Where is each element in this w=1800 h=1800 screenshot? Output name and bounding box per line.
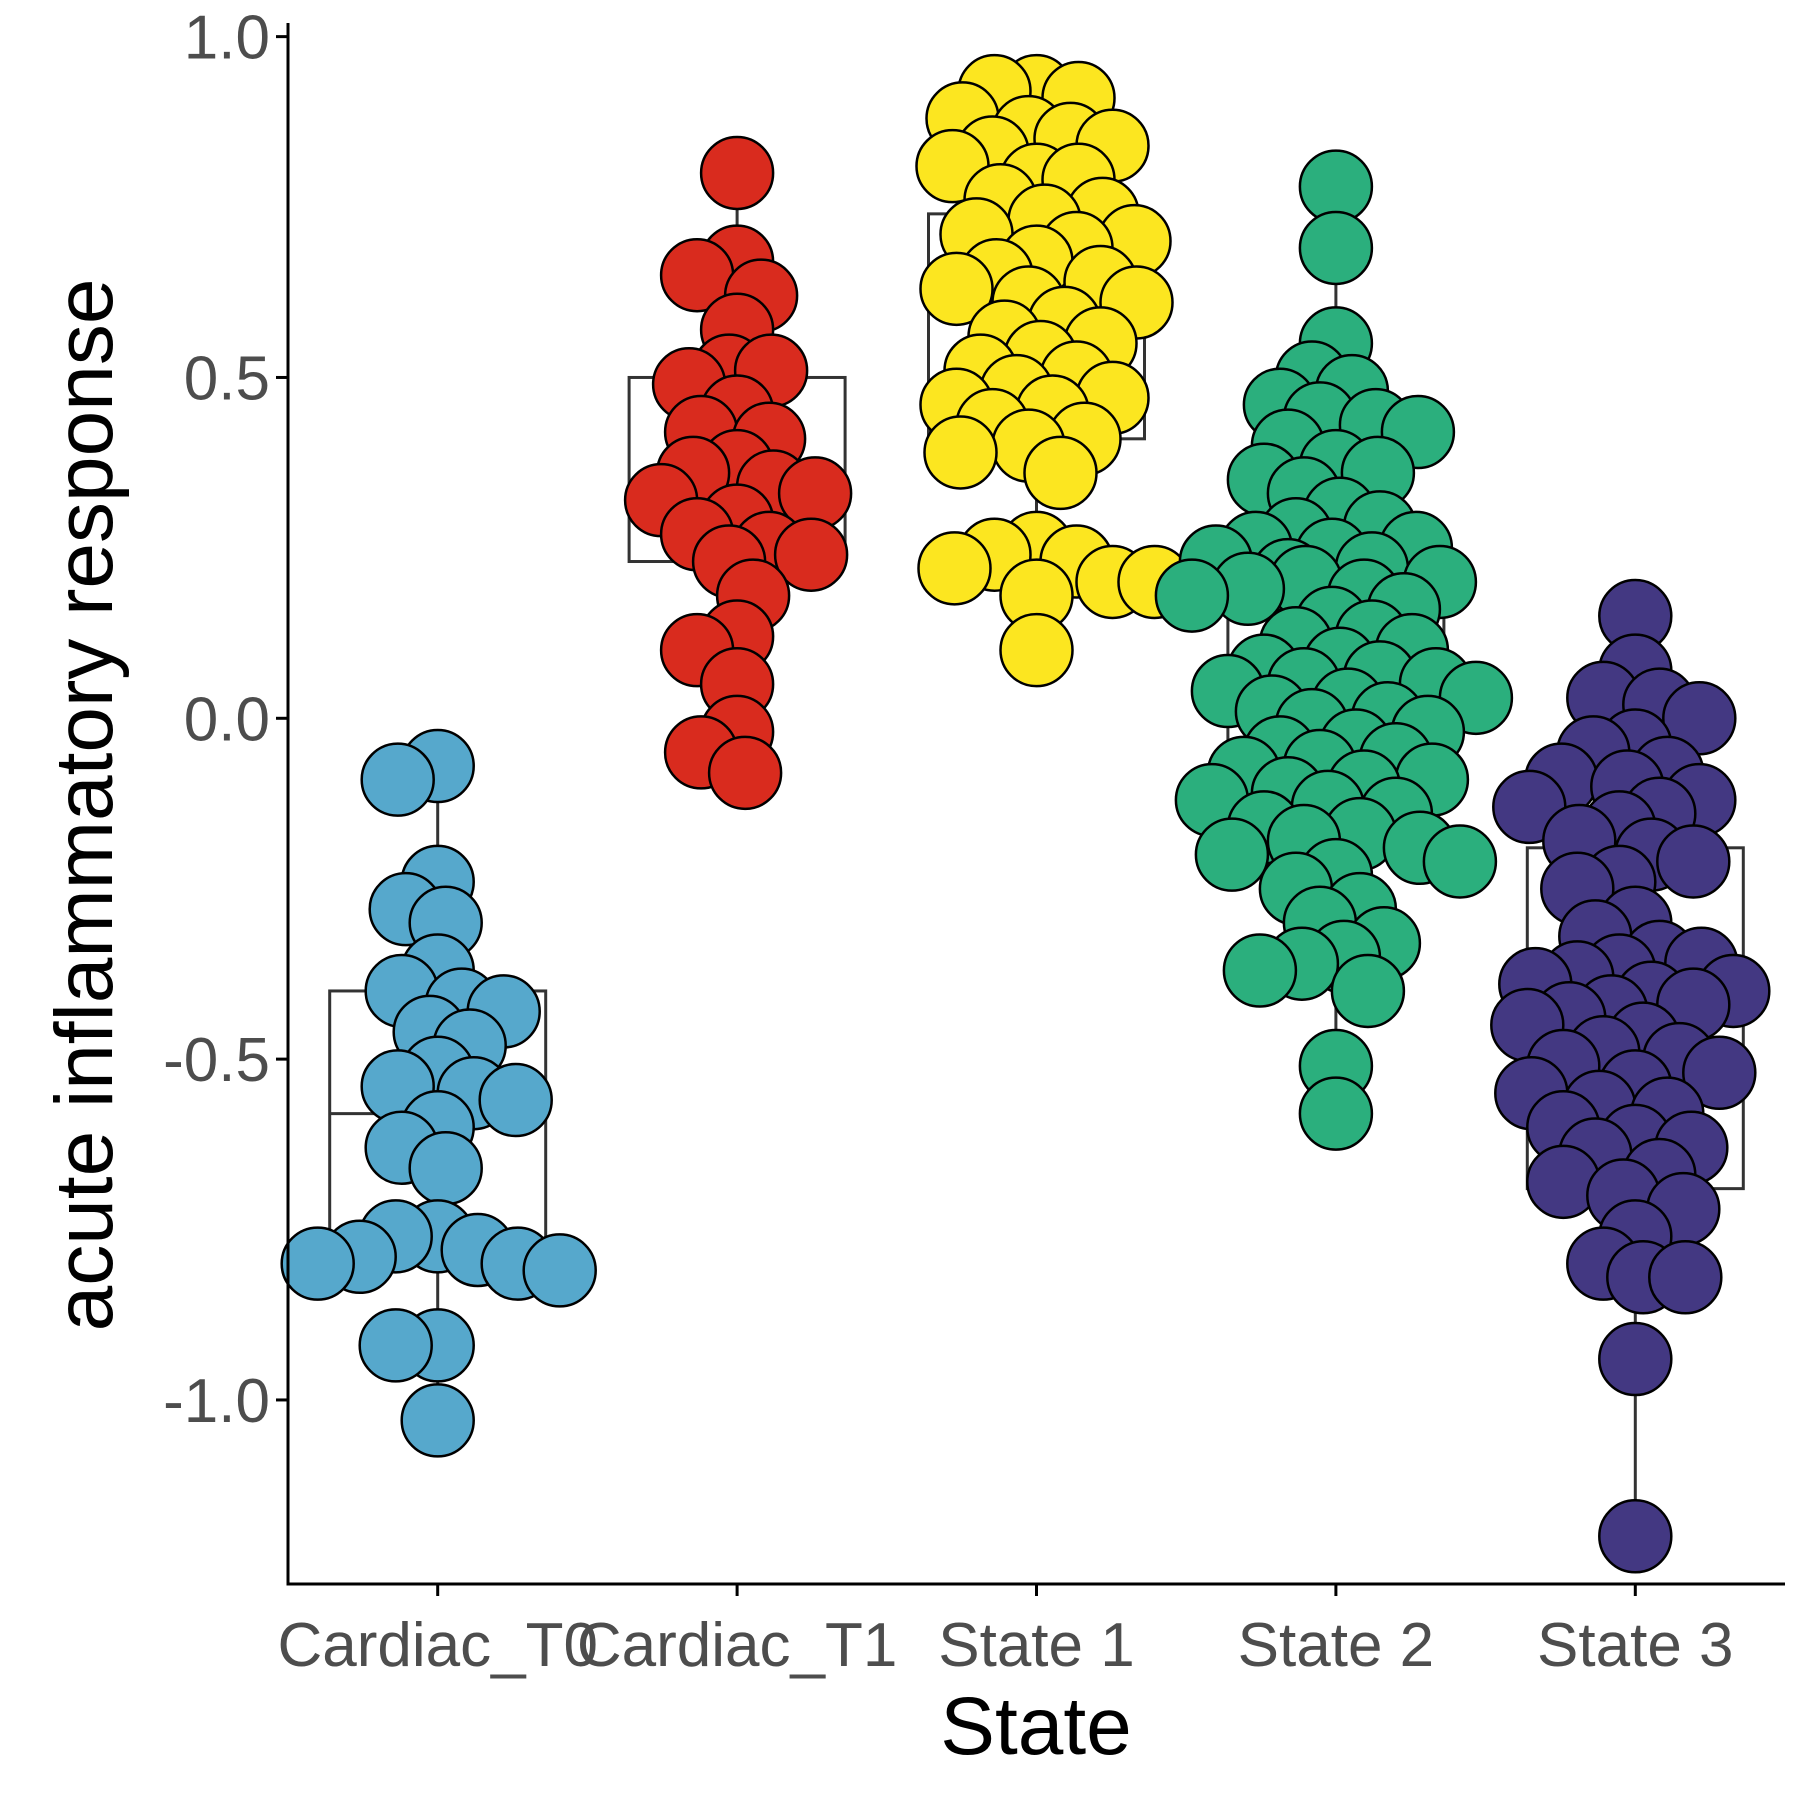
data-point: [524, 1234, 596, 1306]
data-point: [1224, 935, 1296, 1007]
x-tick-label: State 2: [1238, 1611, 1434, 1680]
x-tick-label: Cardiac_T1: [577, 1611, 897, 1680]
data-point: [709, 737, 781, 809]
data-point: [360, 1309, 432, 1381]
y-tick-label: -1.0: [163, 1367, 270, 1436]
data-point: [1300, 212, 1372, 284]
x-tick-label: Cardiac_T0: [277, 1611, 597, 1680]
y-axis-title: acute inflammatory response: [39, 279, 130, 1332]
data-point: [701, 137, 773, 209]
y-tick-label: 1.0: [184, 4, 270, 73]
data-point: [919, 532, 991, 604]
points-layer: [282, 55, 1770, 1572]
data-point: [1332, 955, 1404, 1027]
data-point: [1424, 825, 1496, 897]
data-point: [1599, 1323, 1671, 1395]
y-ticks: -1.0 -0.5 0.0 0.5 1.0: [163, 4, 288, 1436]
data-point: [1196, 819, 1268, 891]
y-tick-label: -0.5: [163, 1026, 270, 1095]
data-point: [410, 1132, 482, 1204]
data-point: [282, 1228, 354, 1300]
y-tick-label: 0.5: [184, 344, 270, 413]
data-point: [1025, 437, 1097, 509]
data-point: [402, 1384, 474, 1456]
data-point: [1599, 1500, 1671, 1572]
y-tick-label: 0.0: [184, 685, 270, 754]
data-point: [362, 744, 434, 816]
x-ticks: Cardiac_T0Cardiac_T1 State 1 State 2 State …: [277, 1584, 1733, 1680]
data-point: [1649, 1241, 1721, 1313]
x-tick-label: State 3: [1537, 1611, 1733, 1680]
x-tick-label: State 1: [938, 1611, 1134, 1680]
data-point: [925, 416, 997, 488]
data-point: [1657, 825, 1729, 897]
data-point: [1156, 560, 1228, 632]
data-point: [480, 1064, 552, 1136]
data-point: [1001, 614, 1073, 686]
x-axis-title: State: [940, 1681, 1131, 1772]
data-point: [1300, 1078, 1372, 1150]
